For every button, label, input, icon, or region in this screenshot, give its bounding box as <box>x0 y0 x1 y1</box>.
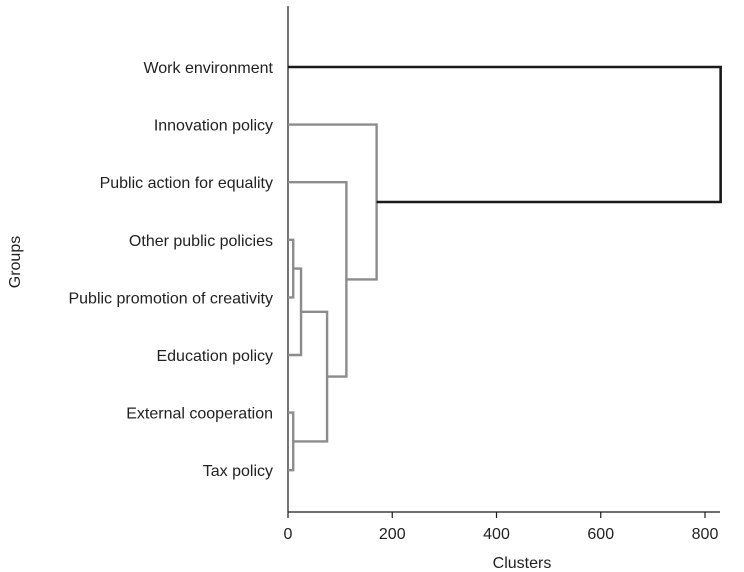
dendrogram-link <box>288 411 295 472</box>
group-label: External cooperation <box>126 406 273 423</box>
x-tick-label: 600 <box>587 526 614 543</box>
dendrogram-link <box>288 123 378 281</box>
group-label: Tax policy <box>203 463 273 480</box>
x-axis-title: Clusters <box>493 555 552 572</box>
axes <box>287 6 720 513</box>
group-label: Public action for equality <box>100 175 273 192</box>
x-tick-label: 200 <box>379 526 406 543</box>
group-label: Public promotion of creativity <box>68 290 273 307</box>
group-label: Other public policies <box>129 233 273 250</box>
dendrogram-links <box>288 65 722 472</box>
dendrogram-link <box>288 65 722 204</box>
group-labels: Work environment Innovation policy Public … <box>68 60 273 480</box>
dendrogram-link <box>288 181 348 378</box>
y-axis-title: Groups <box>7 236 24 288</box>
dendrogram-link <box>288 238 295 299</box>
x-ticks: 0 200 400 600 800 <box>284 512 719 543</box>
x-tick-label: 800 <box>692 526 719 543</box>
x-tick-label: 400 <box>483 526 510 543</box>
group-label: Education policy <box>156 348 273 365</box>
dendrogram-link <box>293 310 329 443</box>
group-label: Innovation policy <box>154 118 273 135</box>
dendrogram-link <box>288 267 303 357</box>
x-tick-label: 0 <box>284 526 293 543</box>
group-label: Work environment <box>143 60 273 77</box>
